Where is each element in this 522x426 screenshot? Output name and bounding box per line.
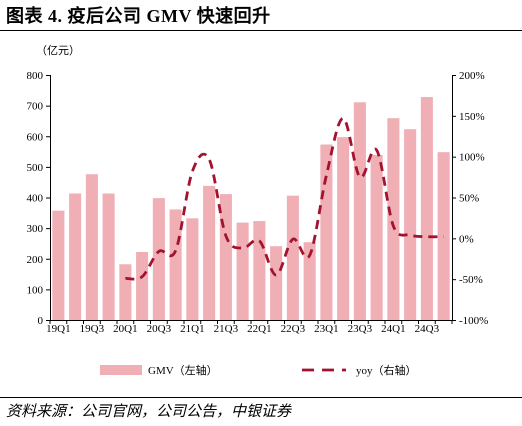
left-axis-tick-label: 800: [27, 70, 44, 82]
left-axis-tick-label: 100: [27, 284, 44, 296]
left-axis-tick-label: 400: [27, 193, 44, 205]
right-axis-tick-label: -100%: [459, 315, 488, 327]
gmv-bar: [286, 195, 299, 320]
x-axis-tick-label: 20Q3: [147, 323, 172, 335]
gmv-bar: [52, 210, 65, 320]
gmv-bar: [102, 193, 115, 320]
gmv-bar: [253, 221, 266, 320]
x-axis-tick-label: 21Q1: [180, 323, 204, 335]
x-axis-tick-label: 20Q1: [113, 323, 137, 335]
gmv-bar: [203, 185, 216, 320]
gmv-bar: [437, 152, 450, 320]
gmv-bar: [270, 246, 283, 320]
gmv-bar: [119, 264, 132, 320]
legend-yoy-label: yoy（右轴）: [356, 363, 417, 377]
x-axis-tick-label: 23Q1: [314, 323, 338, 335]
x-axis-tick-label: 22Q1: [247, 323, 271, 335]
gmv-bar: [320, 144, 333, 320]
x-axis-tick-label: 22Q3: [281, 323, 306, 335]
gmv-bar: [353, 102, 366, 320]
left-axis-tick-label: 0: [38, 315, 44, 327]
left-axis-unit-label: （亿元）: [36, 44, 80, 57]
gmv-bar: [136, 252, 149, 320]
gmv-bar: [404, 129, 417, 320]
x-axis-tick-label: 19Q3: [80, 323, 105, 335]
gmv-bar: [337, 137, 350, 320]
gmv-bar: [152, 198, 165, 320]
right-axis-tick-label: 50%: [459, 193, 479, 205]
gmv-bar: [420, 97, 433, 320]
left-axis-tick-label: 700: [27, 101, 44, 113]
chart-title: 图表 4. 疫后公司 GMV 快速回升: [6, 6, 271, 26]
yoy-line: [125, 116, 444, 281]
gmv-bar: [85, 174, 98, 320]
right-axis-tick-label: 150%: [459, 111, 485, 123]
right-axis-tick-label: 0%: [459, 233, 474, 245]
gmv-bar: [303, 242, 316, 320]
right-axis-tick-label: 100%: [459, 152, 485, 164]
gmv-bar: [236, 222, 249, 320]
left-axis-tick-label: 200: [27, 254, 44, 266]
source-divider: [0, 397, 522, 398]
left-axis-tick-label: 500: [27, 162, 44, 174]
right-axis-tick-label: -50%: [459, 274, 483, 286]
gmv-bar: [69, 193, 82, 320]
gmv-bar: [186, 218, 199, 320]
legend-gmv-label: GMV（左轴）: [148, 363, 218, 377]
x-axis-tick-label: 24Q1: [381, 323, 405, 335]
right-axis-tick-label: 200%: [459, 70, 485, 82]
legend-gmv-swatch: [100, 365, 142, 375]
x-axis-tick-label: 24Q3: [415, 323, 440, 335]
left-axis-tick-label: 600: [27, 131, 44, 143]
gmv-bar: [370, 154, 383, 320]
x-axis-tick-label: 19Q1: [46, 323, 70, 335]
gmv-bar: [169, 209, 182, 320]
left-axis-tick-label: 300: [27, 223, 44, 235]
source-note: 资料来源：公司官网，公司公告，中银证券: [6, 404, 292, 420]
x-axis-tick-label: 21Q3: [214, 323, 239, 335]
title-divider: [0, 30, 522, 31]
gmv-bar: [387, 118, 400, 321]
x-axis-tick-label: 23Q3: [348, 323, 373, 335]
